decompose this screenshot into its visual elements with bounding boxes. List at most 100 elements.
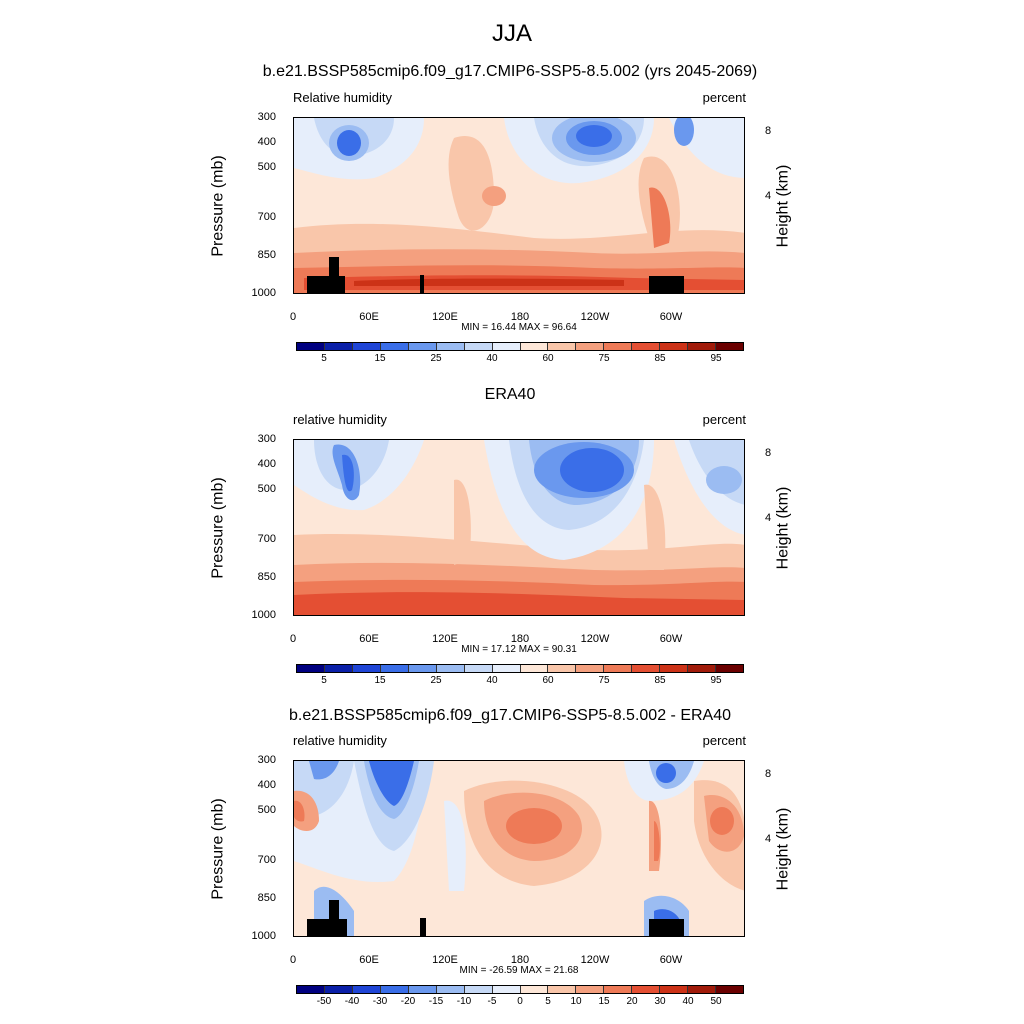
colorbar-swatch xyxy=(297,665,325,672)
panel2-ytick-500: 500 xyxy=(257,483,276,495)
panel3-ytick-700: 700 xyxy=(257,854,276,866)
panel3-xtick-0: 0 xyxy=(289,954,297,966)
panel2-ytick-400: 400 xyxy=(257,458,276,470)
panel2-xtick-0: 0 xyxy=(289,633,297,645)
panel1-ytick-500: 500 xyxy=(257,161,276,173)
colorbar-tick-label: 5 xyxy=(321,675,327,686)
colorbar-tick-label: 75 xyxy=(598,675,610,686)
panel1-plot-area xyxy=(293,117,745,294)
colorbar-tick-label: 40 xyxy=(682,996,694,1007)
colorbar-swatch xyxy=(660,986,689,993)
panel2-ytick-300: 300 xyxy=(257,433,276,445)
colorbar-swatch xyxy=(688,665,717,672)
colorbar-swatch xyxy=(520,343,549,350)
panel1-variable-label: Relative humidity xyxy=(293,90,392,105)
colorbar-tick-label: 25 xyxy=(430,353,442,364)
panel1-ytick-700: 700 xyxy=(257,211,276,223)
colorbar-tick-label: 85 xyxy=(654,675,666,686)
colorbar-swatch xyxy=(688,986,717,993)
colorbar-swatch xyxy=(716,343,743,350)
colorbar-tick-label: 0 xyxy=(517,996,523,1007)
colorbar-swatch xyxy=(660,343,689,350)
panel3-contour-field xyxy=(294,761,744,936)
colorbar-tick-label: -15 xyxy=(428,996,444,1007)
panel1-colorbar xyxy=(296,342,744,351)
panel1-xtick-120w: 120W xyxy=(580,311,610,323)
colorbar-swatch xyxy=(297,986,325,993)
panel3-xtick-180: 180 xyxy=(510,954,530,966)
panel1-ytick-1000: 1000 xyxy=(251,287,276,299)
colorbar-swatch xyxy=(520,986,549,993)
colorbar-swatch xyxy=(492,665,521,672)
colorbar-swatch xyxy=(716,986,743,993)
colorbar-tick-label: 5 xyxy=(321,353,327,364)
panel2-contour-field xyxy=(294,440,744,615)
colorbar-swatch xyxy=(548,986,577,993)
colorbar-tick-label: -5 xyxy=(487,996,497,1007)
panel2-ytick-700: 700 xyxy=(257,533,276,545)
colorbar-swatch xyxy=(604,343,633,350)
panel2-ytick-850: 850 xyxy=(257,571,276,583)
colorbar-swatch xyxy=(632,665,661,672)
panel3-yaxis-title: Pressure (mb) xyxy=(209,798,227,900)
colorbar-swatch xyxy=(324,665,353,672)
colorbar-tick-label: 20 xyxy=(626,996,638,1007)
colorbar-swatch xyxy=(604,986,633,993)
panel2-xtick-180: 180 xyxy=(510,633,530,645)
panel2-minmax: MIN = 17.12 MAX = 90.31 xyxy=(461,644,577,655)
panel3-ytick-500: 500 xyxy=(257,804,276,816)
colorbar-swatch xyxy=(324,986,353,993)
panel1-height-tick-4: 4 xyxy=(765,190,772,202)
colorbar-tick-label: 5 xyxy=(545,996,551,1007)
panel3-yaxis-right-title: Height (km) xyxy=(774,807,792,891)
panel2-xtick-120w: 120W xyxy=(580,633,610,645)
panel1-xtick-60w: 60W xyxy=(659,311,683,323)
colorbar-tick-label: -30 xyxy=(372,996,388,1007)
colorbar-tick-label: 95 xyxy=(710,353,722,364)
panel1-ytick-850: 850 xyxy=(257,249,276,261)
colorbar-swatch xyxy=(408,665,437,672)
panel3-xtick-60w: 60W xyxy=(659,954,683,966)
colorbar-tick-label: 30 xyxy=(654,996,666,1007)
colorbar-tick-label: 50 xyxy=(710,996,722,1007)
panel2-yaxis-right-title: Height (km) xyxy=(774,486,792,570)
colorbar-swatch xyxy=(352,665,381,672)
colorbar-tick-label: 75 xyxy=(598,353,610,364)
panel3-ytick-300: 300 xyxy=(257,754,276,766)
panel2-plot-area xyxy=(293,439,745,616)
panel1-xtick-120e: 120E xyxy=(432,311,458,323)
panel3-ytick-1000: 1000 xyxy=(251,930,276,942)
colorbar-swatch xyxy=(520,665,549,672)
panel1-units-label: percent xyxy=(702,90,746,105)
colorbar-swatch xyxy=(380,986,409,993)
panel2-units-label: percent xyxy=(702,412,746,427)
panel2-colorbar-labels: 5 15 25 40 60 75 85 95 xyxy=(296,675,744,689)
panel2-colorbar xyxy=(296,664,744,673)
colorbar-swatch xyxy=(297,343,325,350)
panel2-height-tick-8: 8 xyxy=(765,447,772,459)
colorbar-swatch xyxy=(492,343,521,350)
colorbar-swatch xyxy=(408,343,437,350)
colorbar-tick-label: 15 xyxy=(374,353,386,364)
colorbar-swatch xyxy=(408,986,437,993)
panel1-xtick-0: 0 xyxy=(289,311,297,323)
colorbar-tick-label: 40 xyxy=(486,675,498,686)
panel3-colorbar xyxy=(296,985,744,994)
panel1-contour-field xyxy=(294,118,744,293)
colorbar-swatch xyxy=(576,986,605,993)
colorbar-swatch xyxy=(632,343,661,350)
colorbar-swatch xyxy=(380,665,409,672)
figure-title: JJA xyxy=(491,20,532,47)
panel2-variable-label: relative humidity xyxy=(293,412,387,427)
colorbar-swatch xyxy=(576,343,605,350)
panel1-minmax: MIN = 16.44 MAX = 96.64 xyxy=(461,322,577,333)
colorbar-swatch xyxy=(632,986,661,993)
colorbar-swatch xyxy=(548,665,577,672)
panel1-yaxis-right-title: Height (km) xyxy=(774,164,792,248)
panel1-ytick-300: 300 xyxy=(257,111,276,123)
colorbar-swatch xyxy=(324,343,353,350)
colorbar-tick-label: -50 xyxy=(316,996,332,1007)
panel1-title: b.e21.BSSP585cmip6.f09_g17.CMIP6-SSP5-8.… xyxy=(262,63,758,80)
panel3-xtick-120w: 120W xyxy=(580,954,610,966)
colorbar-tick-label: -10 xyxy=(456,996,472,1007)
